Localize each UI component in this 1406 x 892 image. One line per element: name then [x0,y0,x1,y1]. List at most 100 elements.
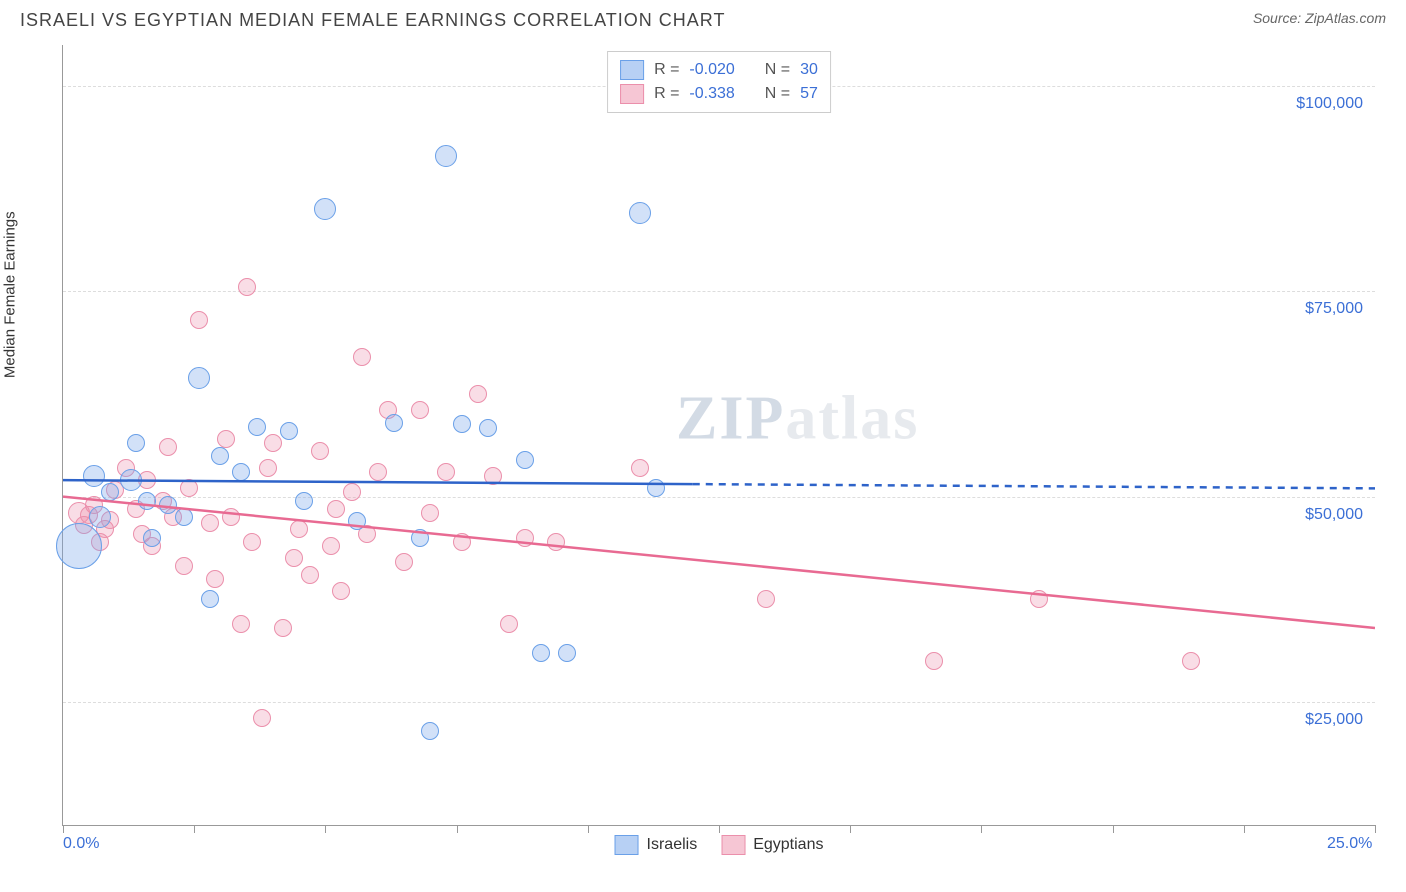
r-value: -0.338 [689,85,734,103]
data-point-egyptians [332,582,350,600]
data-point-israelis [89,506,111,528]
data-point-egyptians [175,557,193,575]
data-point-israelis [516,451,534,469]
data-point-israelis [532,644,550,662]
data-point-israelis [629,202,651,224]
legend-stat-row: R =-0.020N =30 [620,58,818,82]
data-point-egyptians [369,463,387,481]
x-tick [1113,825,1114,833]
data-point-egyptians [516,529,534,547]
data-point-israelis [83,465,105,487]
data-point-egyptians [500,615,518,633]
data-point-egyptians [484,467,502,485]
data-point-egyptians [264,434,282,452]
data-point-egyptians [253,709,271,727]
data-point-israelis [138,492,156,510]
legend-swatch [620,84,644,104]
data-point-egyptians [421,504,439,522]
data-point-israelis [120,469,142,491]
data-point-egyptians [453,533,471,551]
data-point-israelis [232,463,250,481]
data-point-israelis [101,483,119,501]
data-point-israelis [280,422,298,440]
y-tick-label: $50,000 [1305,506,1363,524]
data-point-israelis [411,529,429,547]
data-point-israelis [201,590,219,608]
r-label: R = [654,61,679,79]
data-point-egyptians [1030,590,1048,608]
x-tick [981,825,982,833]
r-value: -0.020 [689,61,734,79]
data-point-israelis [314,198,336,220]
data-point-israelis [558,644,576,662]
data-point-israelis [175,508,193,526]
x-tick-label: 0.0% [63,835,99,853]
data-point-egyptians [631,459,649,477]
legend-label: Egyptians [753,836,823,854]
data-point-egyptians [311,442,329,460]
x-tick [850,825,851,833]
data-point-israelis [56,523,102,569]
data-point-egyptians [206,570,224,588]
x-tick [719,825,720,833]
data-point-egyptians [274,619,292,637]
legend-item: Egyptians [721,835,823,855]
data-point-israelis [647,479,665,497]
r-label: R = [654,85,679,103]
x-tick [63,825,64,833]
x-tick [588,825,589,833]
n-value: 30 [800,61,818,79]
x-tick [1244,825,1245,833]
legend-label: Israelis [647,836,698,854]
legend-swatch [721,835,745,855]
data-point-israelis [435,145,457,167]
y-tick-label: $25,000 [1305,711,1363,729]
legend-swatch [620,60,644,80]
gridline [63,291,1375,292]
plot-area: ZIPatlas R =-0.020N =30R =-0.338N =57 Is… [62,45,1375,826]
legend-series: Israelis Egyptians [615,835,824,855]
data-point-egyptians [411,401,429,419]
legend-item: Israelis [615,835,698,855]
data-point-egyptians [180,479,198,497]
data-point-egyptians [547,533,565,551]
data-point-egyptians [232,615,250,633]
data-point-egyptians [190,311,208,329]
gridline [63,497,1375,498]
data-point-egyptians [925,652,943,670]
legend-swatch [615,835,639,855]
data-point-egyptians [322,537,340,555]
data-point-egyptians [1182,652,1200,670]
data-point-egyptians [201,514,219,532]
y-tick-label: $75,000 [1305,300,1363,318]
data-point-israelis [248,418,266,436]
n-value: 57 [800,85,818,103]
data-point-egyptians [437,463,455,481]
data-point-egyptians [238,278,256,296]
data-point-israelis [159,496,177,514]
data-point-israelis [188,367,210,389]
data-point-egyptians [343,483,361,501]
data-point-egyptians [285,549,303,567]
x-tick [325,825,326,833]
x-tick [1375,825,1376,833]
n-label: N = [765,85,790,103]
data-point-israelis [143,529,161,547]
data-point-egyptians [222,508,240,526]
gridline [63,702,1375,703]
data-point-egyptians [327,500,345,518]
data-point-israelis [127,434,145,452]
x-tick-label: 25.0% [1327,835,1372,853]
legend-stats: R = -0.020 N = 30 R = -0.338 N = 57 [607,51,831,113]
data-point-egyptians [290,520,308,538]
data-point-egyptians [353,348,371,366]
data-point-israelis [421,722,439,740]
source-label: Source: ZipAtlas.com [1253,10,1386,26]
data-point-egyptians [301,566,319,584]
legend-stat-row: R = -0.338 N = 57 [620,82,818,106]
data-point-israelis [295,492,313,510]
data-point-egyptians [469,385,487,403]
data-point-egyptians [259,459,277,477]
watermark: ZIPatlas [676,384,919,455]
data-point-egyptians [757,590,775,608]
